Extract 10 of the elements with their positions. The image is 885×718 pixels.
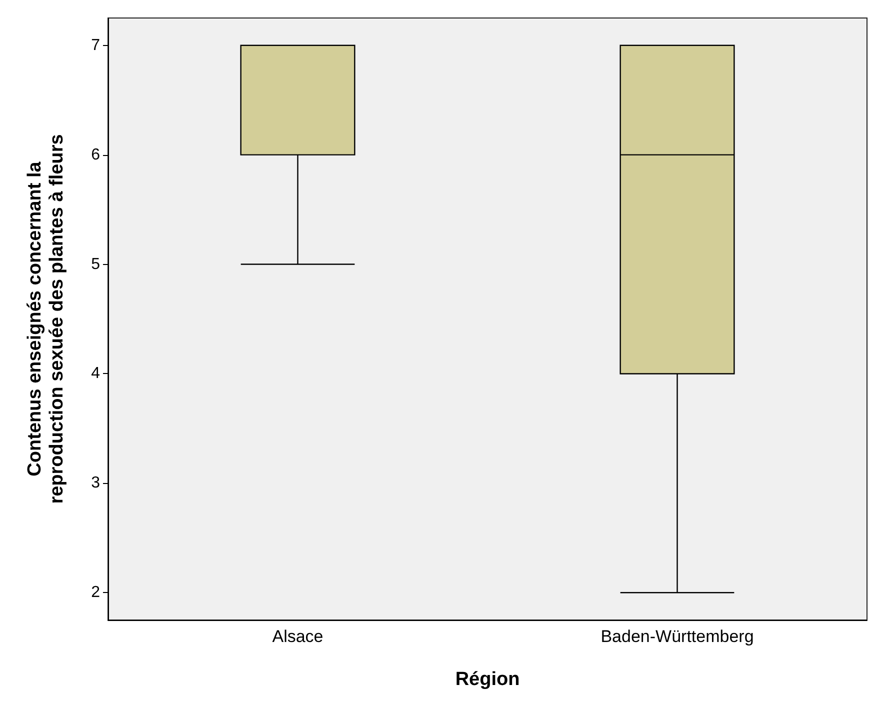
y-axis-title: Contenus enseignés concernant la reproduction sexuée des plantes à fleurs <box>24 134 68 504</box>
y-tick-label: 5 <box>91 256 100 273</box>
y-tick-label: 7 <box>91 36 100 54</box>
y-tick-label: 2 <box>91 584 100 602</box>
x-tick-label: Baden-Württemberg <box>600 627 754 646</box>
y-tick-label: 6 <box>91 146 100 164</box>
y-tick-label: 4 <box>91 365 100 382</box>
y-tick-label: 3 <box>91 474 100 492</box>
x-axis-title: Région <box>455 669 520 690</box>
x-tick-label: Alsace <box>272 627 324 646</box>
